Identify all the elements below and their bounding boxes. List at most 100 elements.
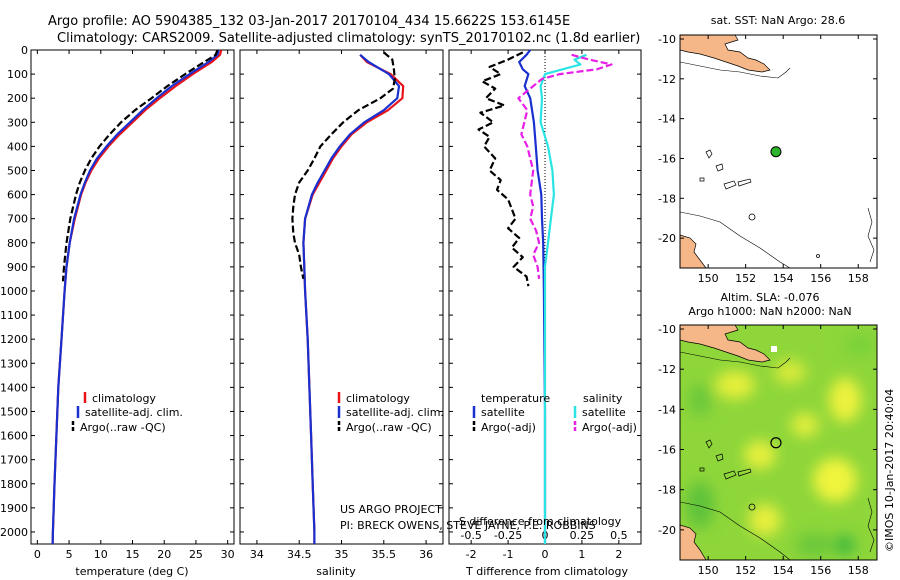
sst-map <box>680 35 877 268</box>
y-tick-label: 1000 <box>0 285 28 298</box>
x-tick-label: 34 <box>250 548 264 561</box>
series-climatology <box>302 54 405 544</box>
y-tick-label: 400 <box>7 140 28 153</box>
y-tick-label: 1200 <box>0 333 28 346</box>
difference-legend: temperature salinity satellite Argo(-adj… <box>472 392 637 434</box>
map-x-tick-label: 158 <box>848 272 869 285</box>
y-tick-label: 1800 <box>0 478 28 491</box>
s-tick-label: -0.5 <box>460 529 481 542</box>
difference-xlabel: T difference from climatology <box>465 565 628 578</box>
sla-map-title: Altim. SLA: -0.076 <box>720 291 819 304</box>
map-y-tick-label: -16 <box>658 152 676 165</box>
argo-position-marker <box>770 437 782 449</box>
x-tick-label: 25 <box>189 548 203 561</box>
temperature-panel-frame <box>30 49 235 545</box>
x-tick-label: 0 <box>34 548 41 561</box>
x-tick-label: 0 <box>542 548 549 561</box>
project-annotation: US ARGO PROJECT <box>340 503 442 516</box>
map-y-tick-label: -12 <box>658 363 676 376</box>
islands <box>699 439 752 480</box>
png-landmass <box>680 35 771 73</box>
legend-label-temp-satellite: satellite <box>481 406 525 419</box>
s-tick-label: -0.25 <box>494 529 522 542</box>
y-tick-label: 0 <box>21 44 28 57</box>
x-tick-label: 30 <box>221 548 235 561</box>
map-y-tick-label: -10 <box>658 323 676 336</box>
difference-xlabel-top: S difference from climatology <box>459 515 622 528</box>
x-tick-label: 2 <box>615 548 622 561</box>
queensland-landmass <box>680 524 707 560</box>
legend-title-salinity: salinity <box>583 392 623 405</box>
bathymetry-contour <box>680 351 791 369</box>
sla-blob <box>774 360 806 384</box>
x-tick-label: 36 <box>419 548 433 561</box>
temperature-legend: climatology satellite-adj. clim. Argo(..… <box>71 392 183 434</box>
argo-position-marker <box>770 146 782 158</box>
y-tick-label: 500 <box>7 164 28 177</box>
series-sal-argo <box>517 53 613 280</box>
legend-label-satellite: satellite-adj. clim. <box>85 406 183 419</box>
shelf-contour <box>680 211 791 268</box>
y-tick-label: 700 <box>7 213 28 226</box>
sla-blob <box>835 535 855 555</box>
x-tick-label: 35.5 <box>372 548 397 561</box>
salinity-xlabel: salinity <box>316 565 356 578</box>
reef-contour <box>867 207 875 263</box>
x-tick-label: 1 <box>578 548 585 561</box>
map-x-tick-label: 156 <box>810 564 831 577</box>
sst-map-title: sat. SST: NaN Argo: 28.6 <box>711 14 845 27</box>
y-tick-label: 200 <box>7 92 28 105</box>
legend-label-satellite: satellite-adj. clim. <box>346 406 444 419</box>
legend-label-argo: Argo(..raw -QC) <box>80 421 166 434</box>
y-tick-label: 1900 <box>0 502 28 515</box>
x-tick-label: -1 <box>503 548 514 561</box>
legend-label-sal-satellite: satellite <box>582 406 626 419</box>
series-sal-satellite <box>539 53 587 544</box>
y-tick-label: 1300 <box>0 357 28 370</box>
island-dot <box>816 254 820 258</box>
sst-map-axes: 150 152 154 156 158 -10 -12 -14 -16 -18 -20 <box>658 33 877 285</box>
pi-annotation: PI: BRECK OWENS, STEVE JAYNE, P.E. ROBBI… <box>340 519 596 532</box>
map-y-tick-label: -20 <box>658 524 676 537</box>
x-tick-label: 5 <box>66 548 73 561</box>
map-y-tick-label: -14 <box>658 403 676 416</box>
x-tick-label: 15 <box>126 548 140 561</box>
data-gap <box>771 346 777 352</box>
sla-blob <box>715 371 755 399</box>
sla-blob <box>795 533 835 557</box>
map-x-tick-label: 150 <box>698 564 719 577</box>
sla-blob <box>844 333 876 357</box>
legend-label-temp-argo: Argo(-adj) <box>481 421 536 434</box>
sla-map-subtitle: Argo h1000: NaN h2000: NaN <box>688 305 851 318</box>
figure-title-line2: Climatology: CARS2009. Satellite-adjuste… <box>57 31 640 46</box>
sla-blob <box>791 413 819 437</box>
legend-title-temperature: temperature <box>481 392 550 405</box>
x-tick-label: 34.5 <box>287 548 312 561</box>
temperature-plot: 0100200300400500600700800900100011001200… <box>0 44 235 561</box>
map-x-tick-label: 152 <box>735 564 756 577</box>
legend-label-sal-argo: Argo(-adj) <box>582 421 637 434</box>
salinity-legend: climatology satellite-adj. clim. Argo(..… <box>337 392 444 434</box>
map-y-tick-label: -10 <box>658 33 676 46</box>
y-tick-label: 1400 <box>0 381 28 394</box>
island-ring <box>748 503 756 511</box>
sla-blob <box>829 378 861 422</box>
series-satellite-adj <box>302 53 401 544</box>
salinity-plot: 34 34.5 35 35.5 36 <box>240 49 443 561</box>
reef-contour <box>867 497 875 553</box>
map-x-tick-label: 150 <box>698 272 719 285</box>
sla-map-frame <box>679 324 878 561</box>
shelf-contour <box>680 501 791 560</box>
sla-blob <box>749 504 781 536</box>
y-tick-label: 600 <box>7 189 28 202</box>
sla-heatmap-blobs <box>686 333 876 557</box>
difference-plot: -2 -1 0 1 2-0.5 -0.25 0 0.25 0.5 <box>449 49 641 561</box>
y-tick-label: 100 <box>7 68 28 81</box>
legend-label-climatology: climatology <box>346 392 410 405</box>
map-x-tick-label: 154 <box>773 272 794 285</box>
map-x-tick-label: 152 <box>735 272 756 285</box>
islands <box>699 149 752 190</box>
sst-map-frame <box>679 34 878 269</box>
series-argo <box>291 51 396 280</box>
